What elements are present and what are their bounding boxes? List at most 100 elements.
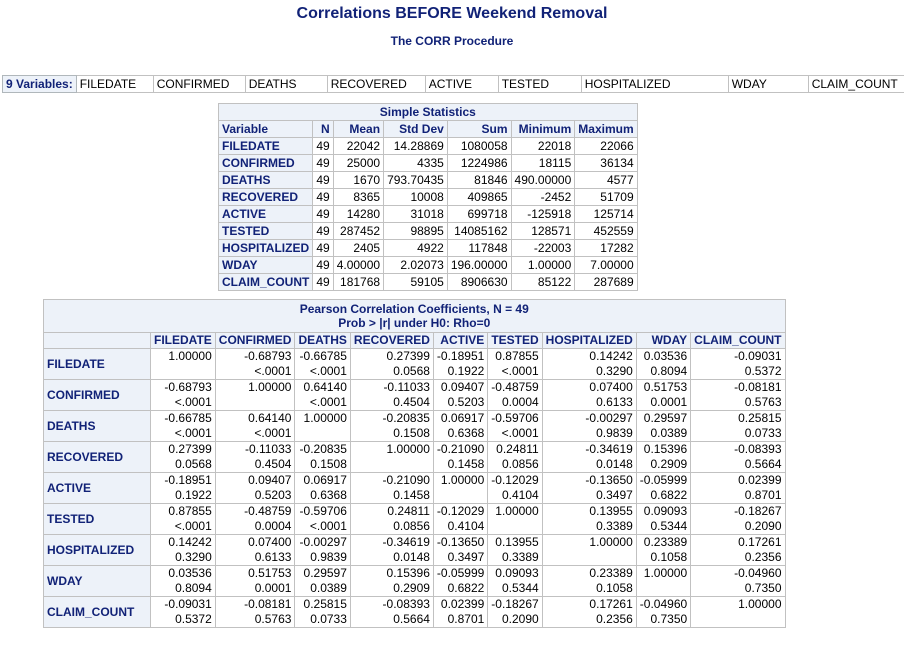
correlation-coefficient-cell: 0.14242 (541, 348, 637, 364)
simple-stats-column-header: Std Dev (383, 120, 448, 138)
simple-stats-row: RECOVERED 49 8365 10008 409865 -2452 51709 (217, 188, 638, 206)
simple-stats-value-cell: 4577 (574, 171, 638, 189)
p-value-cell: 0.1458 (349, 488, 434, 504)
correlation-coefficient-cell: 0.06917 (432, 410, 489, 426)
simple-stats-variable-cell: CONFIRMED (217, 154, 314, 172)
page-title: Correlations BEFORE Weekend Removal (296, 5, 608, 22)
p-value-cell: 0.8701 (432, 612, 489, 628)
pearson-column-header: HOSPITALIZED (541, 332, 637, 349)
correlation-coefficient-cell: 0.07400 (541, 379, 637, 395)
pearson-coefficient-row: TESTED 0.87855 -0.48759 -0.59706 0.24811 -0.1… (43, 503, 786, 535)
correlation-coefficient-cell: 0.09407 (432, 379, 489, 395)
variable-name-filedate: FILEDATE (75, 75, 154, 93)
correlation-coefficient-cell: -0.09031 (150, 596, 216, 612)
correlation-coefficient-cell: -0.08393 (349, 596, 434, 612)
correlation-coefficient-cell: 0.17261 (541, 596, 637, 612)
variable-name-recovered: RECOVERED (326, 75, 426, 93)
correlation-coefficient-cell: -0.04960 (635, 596, 692, 612)
p-value-cell: 0.5664 (690, 457, 786, 473)
correlation-coefficient-cell: 1.00000 (214, 379, 296, 395)
simple-stats-value-cell: 1.00000 (510, 256, 576, 274)
p-value-cell: 0.4504 (214, 457, 296, 473)
simple-stats-column-header: N (312, 120, 334, 138)
p-value-cell: 0.5203 (432, 395, 489, 411)
p-value-cell: 0.0004 (487, 395, 543, 411)
p-value-cell: 0.5763 (214, 612, 296, 628)
pearson-row-header: RECOVERED (43, 441, 151, 473)
correlation-coefficient-cell: 0.06917 (294, 472, 351, 488)
simple-stats-column-header: Variable (217, 120, 314, 138)
p-value-cell: <.0001 (150, 519, 216, 535)
p-value-cell (432, 488, 489, 504)
pearson-pvalue-row: <.0001 0.0004 <.0001 0.0856 0.4104 0.3389 0.53… (44, 519, 786, 535)
pearson-coefficient-row: FILEDATE 1.00000 -0.68793 -0.66785 0.27399 -0… (43, 348, 786, 380)
correlation-coefficient-cell: -0.09031 (690, 348, 786, 364)
simple-stats-column-header: Maximum (574, 120, 638, 138)
simple-stats-value-cell: 1224986 (446, 154, 512, 172)
p-value-cell: 0.1458 (432, 457, 489, 473)
pearson-column-header: CONFIRMED (214, 332, 296, 349)
p-value-cell: 0.3497 (541, 488, 637, 504)
pearson-coefficient-row: HOSPITALIZED 0.14242 0.07400 -0.00297 -0.346… (43, 534, 786, 566)
simple-stats-value-cell: 14.28869 (383, 137, 448, 155)
p-value-cell: 0.9839 (541, 426, 637, 442)
correlation-coefficient-cell: -0.13650 (541, 472, 637, 488)
simple-stats-value-cell: 117848 (446, 239, 512, 257)
simple-stats-value-cell: 793.70435 (383, 171, 448, 189)
correlation-coefficient-cell: -0.20835 (294, 441, 351, 457)
variable-name-active: ACTIVE (424, 75, 499, 93)
pearson-caption: Pearson Correlation Coefficients, N = 49… (43, 299, 786, 333)
procedure-subtitle: The CORR Procedure (390, 34, 514, 48)
simple-stats-row: CLAIM_COUNT 49 181768 59105 8906630 85122 2876… (217, 273, 638, 291)
p-value-cell: 0.0856 (487, 457, 543, 473)
simple-stats-value-cell: 10008 (383, 188, 448, 206)
simple-stats-value-cell: 2.02073 (383, 256, 448, 274)
correlation-coefficient-cell: 0.07400 (214, 534, 296, 550)
simple-stats-value-cell: 22066 (574, 137, 638, 155)
p-value-cell: 0.0004 (214, 519, 296, 535)
p-value-cell: 0.3389 (487, 550, 543, 566)
correlation-coefficient-cell: 0.24811 (349, 503, 434, 519)
correlation-coefficient-cell: -0.59706 (487, 410, 543, 426)
simple-stats-value-cell: -22003 (510, 239, 576, 257)
p-value-cell: 0.0389 (294, 581, 351, 597)
p-value-cell: <.0001 (214, 426, 296, 442)
correlation-coefficient-cell: -0.08393 (690, 441, 786, 457)
pearson-pvalue-row: 0.8094 0.0001 0.0389 0.2909 0.6822 0.5344 0.10… (44, 581, 786, 597)
correlation-coefficient-cell: -0.48759 (214, 503, 296, 519)
correlation-coefficient-cell: -0.59706 (294, 503, 351, 519)
variable-name-deaths: DEATHS (244, 75, 328, 93)
correlation-coefficient-cell: -0.68793 (214, 348, 296, 364)
correlation-coefficient-cell: -0.66785 (150, 410, 216, 426)
correlation-coefficient-cell: -0.05999 (432, 565, 489, 581)
pearson-column-header: CLAIM_COUNT (690, 332, 786, 349)
correlation-coefficient-cell: 0.24811 (487, 441, 543, 457)
simple-stats-variable-cell: ACTIVE (217, 205, 314, 223)
simple-stats-value-cell: 22018 (510, 137, 576, 155)
variable-name-hospitalized: HOSPITALIZED (580, 75, 729, 93)
simple-stats-value-cell: 51709 (574, 188, 638, 206)
p-value-cell: 0.0148 (541, 457, 637, 473)
p-value-cell: 0.2356 (541, 612, 637, 628)
simple-stats-row: WDAY 49 4.00000 2.02073 196.00000 1.00000 7.00… (217, 256, 638, 274)
pearson-coefficient-row: DEATHS -0.66785 0.64140 1.00000 -0.20835 0.06… (43, 410, 786, 442)
simple-stats-value-cell: 452559 (574, 222, 638, 240)
variable-name-wday: WDAY (727, 75, 809, 93)
simple-stats-value-cell: 287452 (332, 222, 385, 240)
p-value-cell: 0.1922 (150, 488, 216, 504)
p-value-cell (214, 395, 296, 411)
pearson-row-header: ACTIVE (43, 472, 151, 504)
p-value-cell: 0.1508 (349, 426, 434, 442)
correlation-coefficient-cell: 1.00000 (349, 441, 434, 457)
variables-row: 9 Variables: FILEDATE CONFIRMED DEATHS RECO… (2, 75, 904, 93)
simple-stats-column-header: Sum (446, 120, 512, 138)
p-value-cell: 0.8094 (635, 364, 692, 380)
variables-label: 9 Variables: (2, 75, 77, 93)
correlation-coefficient-cell: -0.18267 (487, 596, 543, 612)
variables-table: 9 Variables: FILEDATE CONFIRMED DEATHS RECO… (2, 75, 904, 93)
correlation-coefficient-cell: 0.25815 (294, 596, 351, 612)
p-value-cell (541, 550, 637, 566)
correlation-coefficient-cell: 0.87855 (150, 503, 216, 519)
correlation-coefficient-cell: 0.29597 (635, 410, 692, 426)
simple-stats-value-cell: 81846 (446, 171, 512, 189)
